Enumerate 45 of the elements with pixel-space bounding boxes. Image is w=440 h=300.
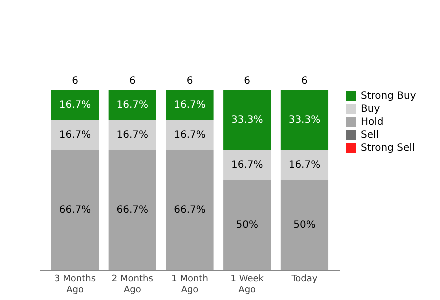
data-label: 50% [294,220,316,232]
bar [166,120,214,150]
data-label: 33.3% [288,115,321,126]
x-tick-label: 3 Months Ago [54,274,96,296]
bar [166,150,214,270]
text: 6 [244,76,251,88]
x-tick-label: 1 Week Ago [230,274,265,296]
bar [224,180,272,270]
data-label: 50% [236,220,258,232]
legend-label: Strong Buy [361,91,416,102]
data-label: 16.7% [59,130,92,142]
data-label: 16.7% [174,100,206,112]
legend-label: Sell [361,130,380,141]
x-tick-label: 2 Months Ago [112,274,154,296]
bar [51,90,100,120]
legend-label: Buy [361,104,380,115]
text: 6 [129,76,136,87]
data-label: 16.7% [174,130,206,142]
data-label: 16.7% [116,100,149,112]
data-label: 16.7% [59,100,92,112]
bar [108,150,156,270]
x-tick-label: 1 Month Ago [172,274,208,296]
text: 6 [186,76,194,87]
data-label: 16.7% [288,160,321,172]
bar [108,120,156,150]
bar [166,90,214,120]
bar [51,120,100,150]
bar [280,180,329,270]
bar [51,150,100,270]
legend-label: Strong Sell [361,143,416,154]
data-label: 16.7% [116,130,149,142]
text: 6 [72,76,78,87]
text: 6 [302,76,308,88]
data-label: 66.7% [174,205,206,216]
x-tick-label: Today [290,274,318,284]
bar [224,90,272,150]
data-label: 33.3% [231,115,264,126]
bar [224,150,272,180]
data-label: 66.7% [59,205,92,216]
data-label: 66.7% [116,205,149,216]
data-label: 16.7% [231,160,264,172]
bar [108,90,156,120]
bar [280,150,329,180]
bar [280,90,329,150]
legend-label: Hold [361,117,384,128]
